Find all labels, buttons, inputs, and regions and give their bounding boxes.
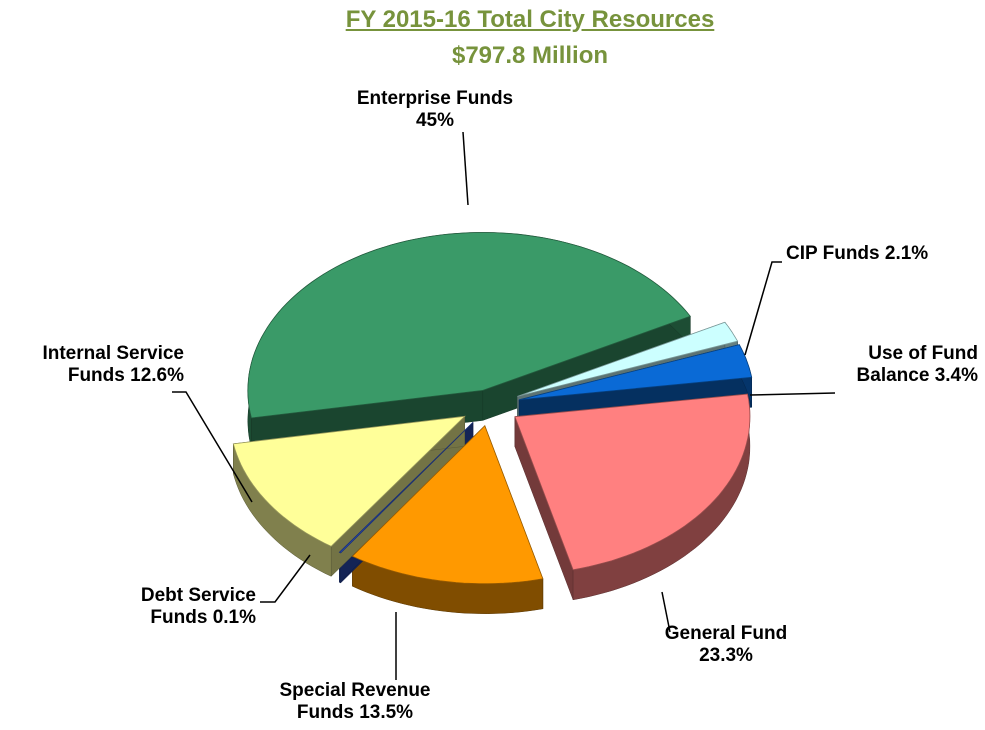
- leader-line: [744, 261, 782, 356]
- slice: [514, 393, 751, 571]
- category-name: CIP Funds: [786, 243, 880, 264]
- value-label: 2.1%: [884, 243, 929, 264]
- category-name: General Fund: [664, 623, 788, 644]
- slice-label: Enterprise Funds 45%: [345, 88, 525, 132]
- slice: [232, 415, 466, 547]
- value-label: 3.4%: [934, 365, 978, 386]
- slice-label: General Fund 23.3%: [651, 623, 801, 667]
- slice-label: Special Revenue Funds 13.5%: [262, 680, 448, 724]
- value-label: 12.6%: [130, 365, 184, 386]
- value-label: 23.3%: [699, 645, 753, 666]
- slice-label: Internal Service Funds 12.6%: [0, 343, 184, 387]
- slice: [351, 424, 544, 585]
- category-name: Internal Service Funds: [42, 343, 184, 386]
- value-label: 0.1%: [212, 607, 256, 628]
- value-label: 13.5%: [359, 702, 414, 723]
- value-label: 45%: [415, 110, 455, 131]
- slice: [517, 321, 739, 397]
- slice-label: Use of Fund Balance 3.4%: [820, 343, 978, 387]
- slice: [338, 422, 474, 554]
- category-name: Enterprise Funds: [356, 88, 514, 109]
- slice: [247, 232, 691, 419]
- leader-line: [260, 554, 311, 603]
- leader-line: [462, 131, 469, 206]
- leader-line: [172, 391, 253, 503]
- slice-label: Debt Service Funds 0.1%: [100, 585, 256, 629]
- leader-line: [661, 591, 671, 633]
- category-name: Special Revenue Funds: [279, 680, 431, 723]
- category-name: Debt Service Funds: [140, 585, 256, 628]
- category-name: Use of Fund Balance: [856, 343, 978, 386]
- chart-title: FY 2015-16 Total City Resources: [345, 6, 715, 33]
- slice-label: CIP Funds 2.1%: [786, 243, 985, 265]
- slice: [519, 344, 753, 401]
- chart-subtitle: $797.8 Million: [451, 42, 609, 69]
- leader-line: [749, 392, 836, 396]
